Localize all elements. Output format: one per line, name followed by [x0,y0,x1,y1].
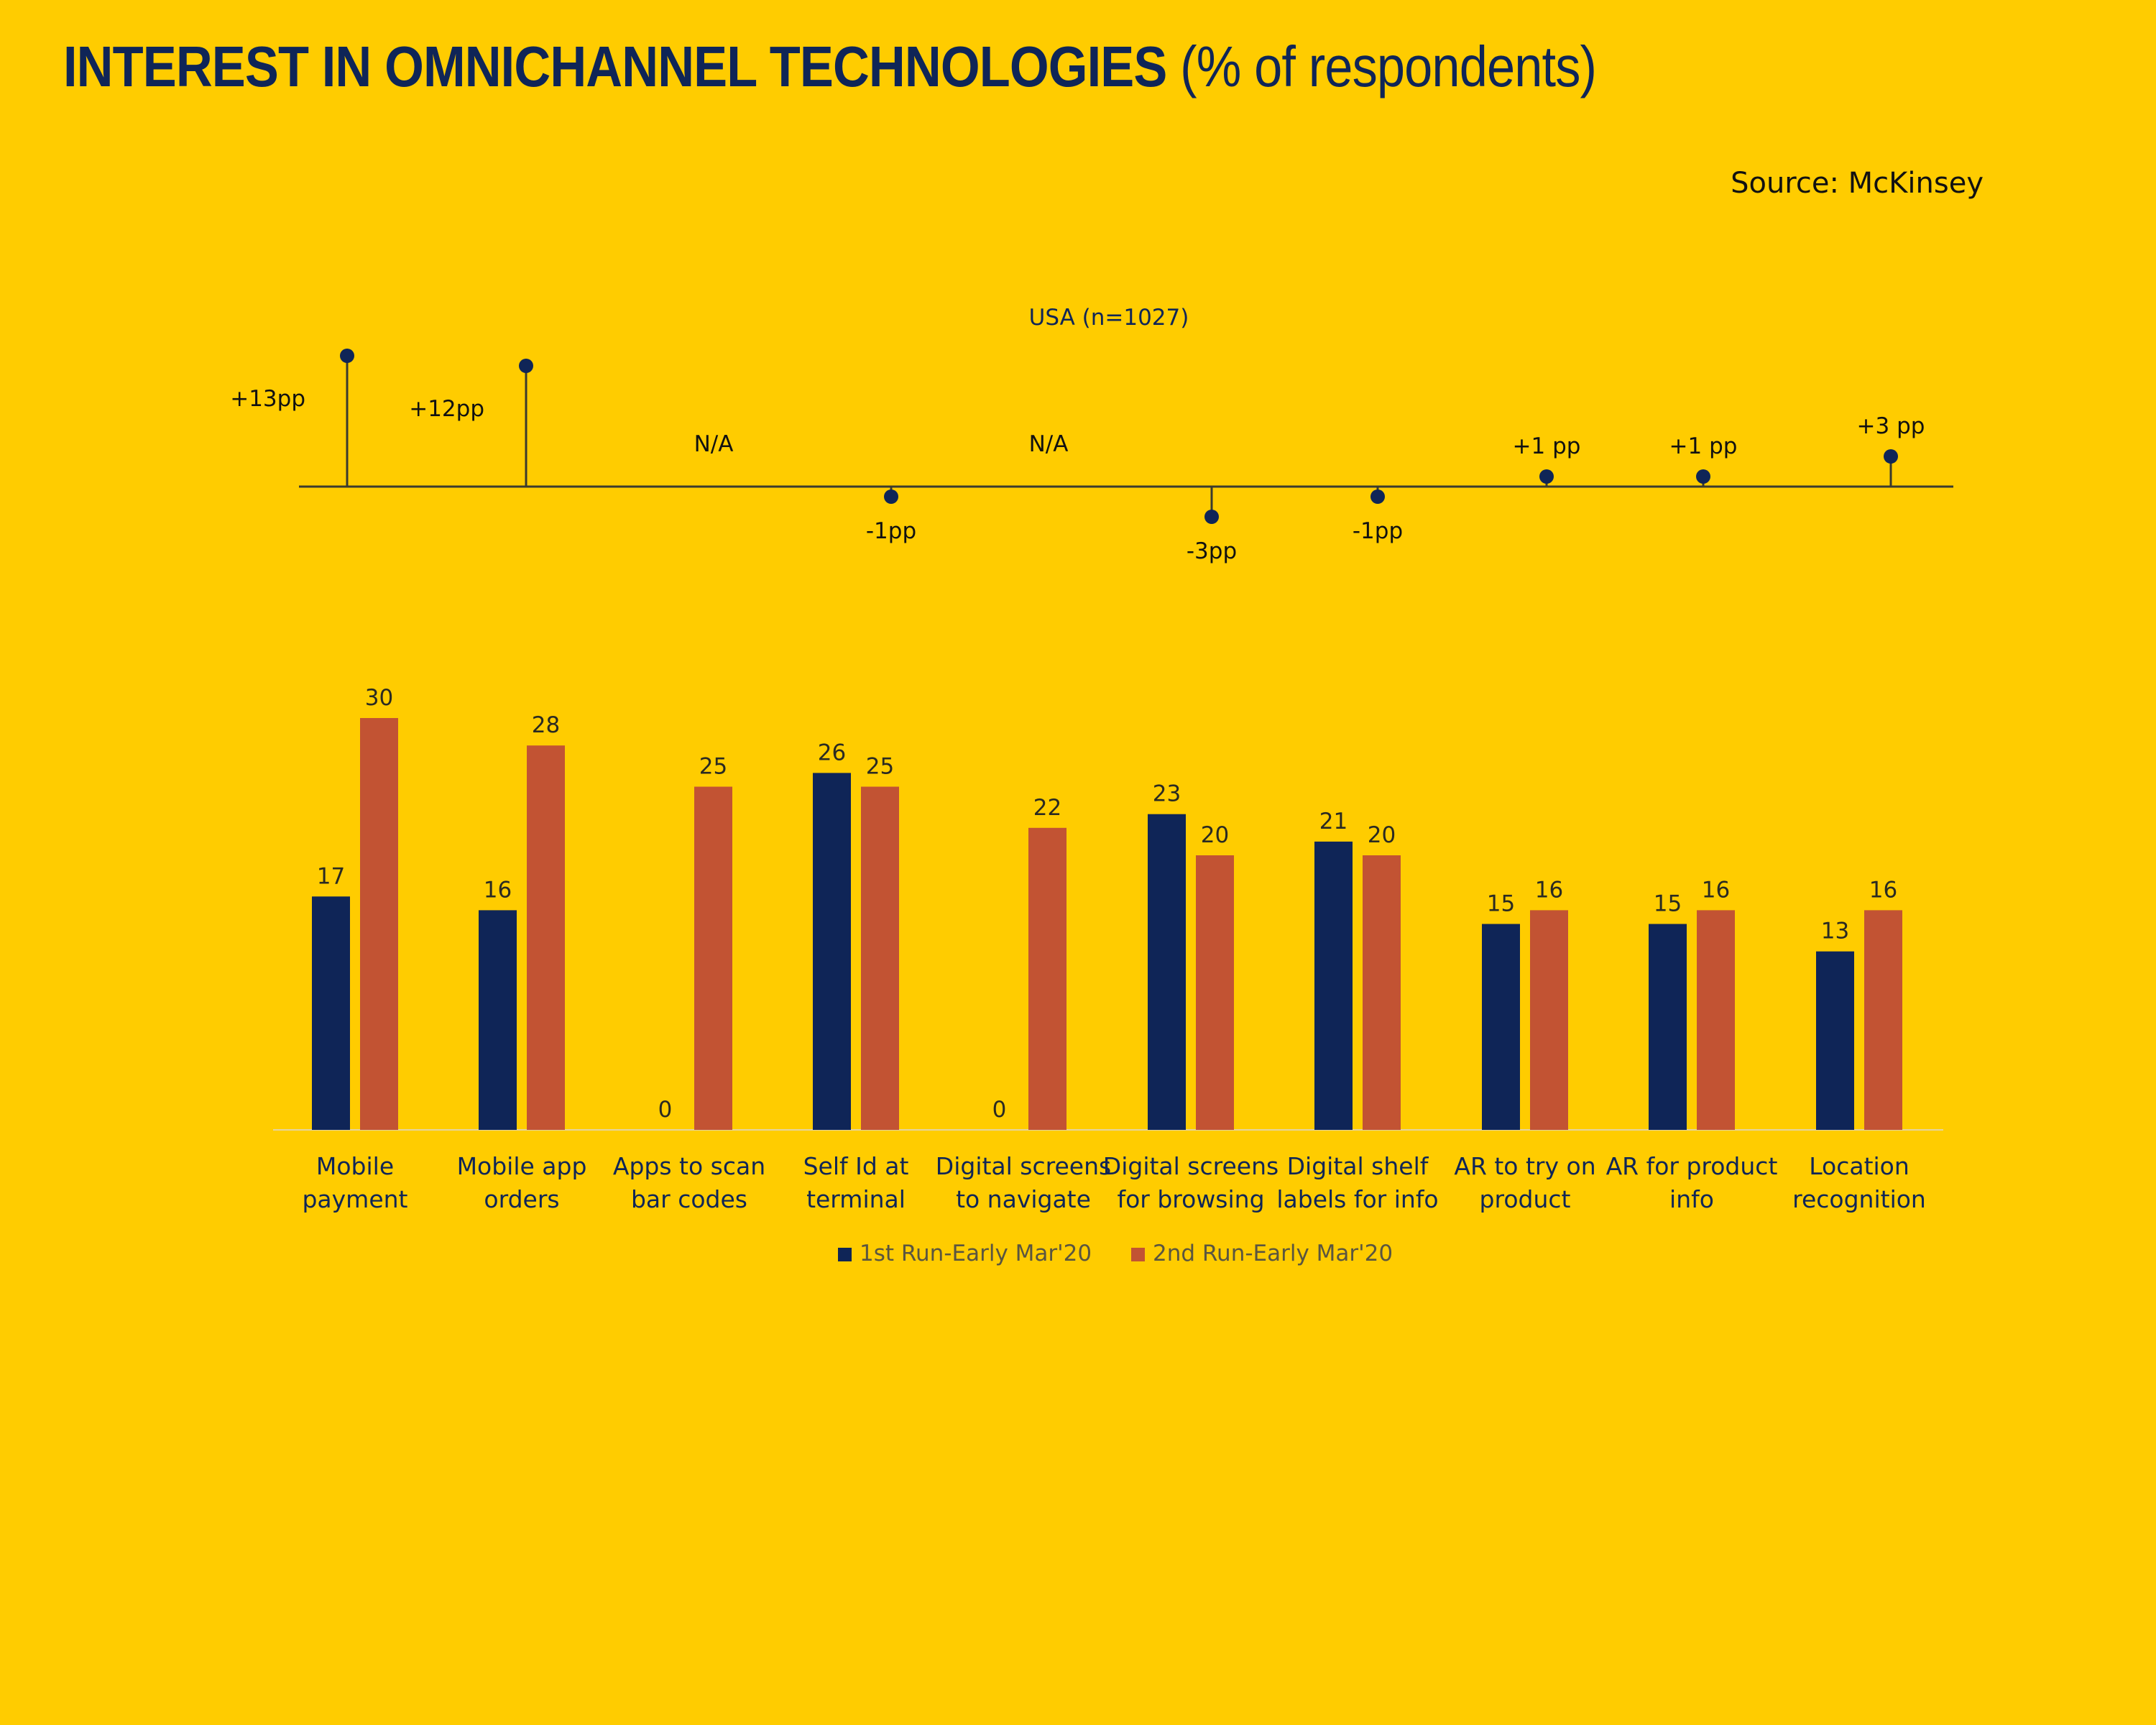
bar-2nd-run [861,786,899,1130]
bar-2nd-run [360,718,398,1130]
bar-value-label: 16 [1535,877,1563,903]
bar-value-label: 17 [317,863,345,889]
bar-chart: 17 30 Mobile payment 16 28 Mobile app orders 0 25… [273,685,1943,1213]
lollipop-label-na: N/A [1029,431,1069,457]
bar-1st-run [1148,814,1186,1130]
bar-1st-run [479,910,517,1130]
lollipop-label: -3pp [1187,538,1237,564]
category-label: bar codes [631,1185,747,1213]
category-label: product [1480,1185,1571,1213]
bar-value-label: 21 [1319,809,1348,834]
bar-value-label: 28 [532,712,560,738]
category-label: Mobile app [457,1152,587,1180]
category-label: Digital screens [936,1152,1111,1180]
bar-value-label: 22 [1033,795,1061,821]
bar-value-label: 25 [866,754,894,780]
legend-label-1st-run: 1st Run-Early Mar'20 [860,1241,1092,1266]
bar-1st-run [1482,924,1520,1130]
bar-2nd-run [527,745,565,1130]
bar-value-label: 25 [699,754,727,780]
bar-value-label: 16 [1869,877,1897,903]
page-title: INTEREST IN OMNICHANNEL TECHNOLOGIES (% … [63,27,1597,106]
bar-1st-run [813,773,851,1130]
category-label: payment [302,1185,407,1213]
lollipop-dot [1539,469,1554,484]
category-label: Digital shelf [1287,1152,1429,1180]
bar-value-label: 26 [818,740,846,765]
bar-value-label: 23 [1153,781,1181,807]
bar-2nd-run [1864,910,1902,1130]
bar-2nd-run [1697,910,1735,1130]
lollipop-label: +13pp [230,386,305,412]
bar-value-label: 30 [365,685,393,711]
lollipop-dot [1204,510,1219,524]
category-label: Apps to scan [613,1152,765,1180]
legend-label-2nd-run: 2nd Run-Early Mar'20 [1153,1241,1393,1266]
lollipop-label: +12pp [409,396,484,422]
category-label: Mobile [316,1152,394,1180]
lollipop-label: -1pp [1353,518,1403,544]
category-label: info [1669,1185,1714,1213]
category-label: AR for product [1606,1152,1778,1180]
lollipop-label: +1 pp [1669,433,1738,459]
lollipop-title: USA (n=1027) [1029,305,1189,331]
lollipop-label: +1 pp [1513,433,1581,459]
bar-value-label: 15 [1654,891,1682,917]
category-label: Self Id at [803,1152,909,1180]
category-label: AR to try on [1454,1152,1595,1180]
legend: 1st Run-Early Mar'20 2nd Run-Early Mar'20 [838,1241,1393,1266]
lollipop-dot [884,489,898,504]
lollipop-dot [1696,469,1710,484]
category-label: orders [484,1185,559,1213]
bar-1st-run [1314,841,1353,1130]
category-label: Digital screens [1103,1152,1279,1180]
bar-value-label: 0 [658,1097,673,1123]
lollipop-dot [519,359,533,373]
category-label: labels for info [1276,1185,1438,1213]
bar-2nd-run [1363,855,1401,1130]
category-label: Location [1809,1152,1909,1180]
bar-1st-run [1649,924,1687,1130]
title-subtitle: (% of respondents) [1180,34,1597,98]
lollipop-dot [1884,449,1898,464]
bar-value-label: 0 [992,1097,1007,1123]
bar-value-label: 16 [484,877,512,903]
lollipop-dot [1370,489,1385,504]
legend-swatch-2nd-run [1131,1248,1145,1261]
bar-2nd-run [1028,827,1067,1130]
title-main: INTEREST IN OMNICHANNEL TECHNOLOGIES [63,34,1167,98]
lollipop-label: +3 pp [1857,413,1925,439]
bar-2nd-run [694,786,732,1130]
lollipop-label: -1pp [866,518,916,544]
source-note: Source: McKinsey [1731,167,1984,200]
bar-value-label: 13 [1821,919,1849,944]
category-label: for browsing [1117,1185,1264,1213]
bar-1st-run [1816,951,1854,1130]
bar-1st-run [312,896,350,1130]
bar-value-label: 16 [1702,877,1730,903]
lollipop-dot [340,349,354,363]
bar-2nd-run [1196,855,1234,1130]
bar-value-label: 15 [1487,891,1515,917]
legend-swatch-1st-run [838,1248,852,1261]
bar-2nd-run [1530,910,1568,1130]
category-label: recognition [1792,1185,1926,1213]
lollipop-label-na: N/A [694,431,734,457]
bar-value-label: 20 [1201,822,1229,848]
lollipop-chart: USA (n=1027) +13pp +12pp N/A -1pp N/A -3pp -1pp… [230,305,1953,564]
category-label: to navigate [956,1185,1091,1213]
bar-value-label: 20 [1368,822,1396,848]
category-label: terminal [806,1185,906,1213]
